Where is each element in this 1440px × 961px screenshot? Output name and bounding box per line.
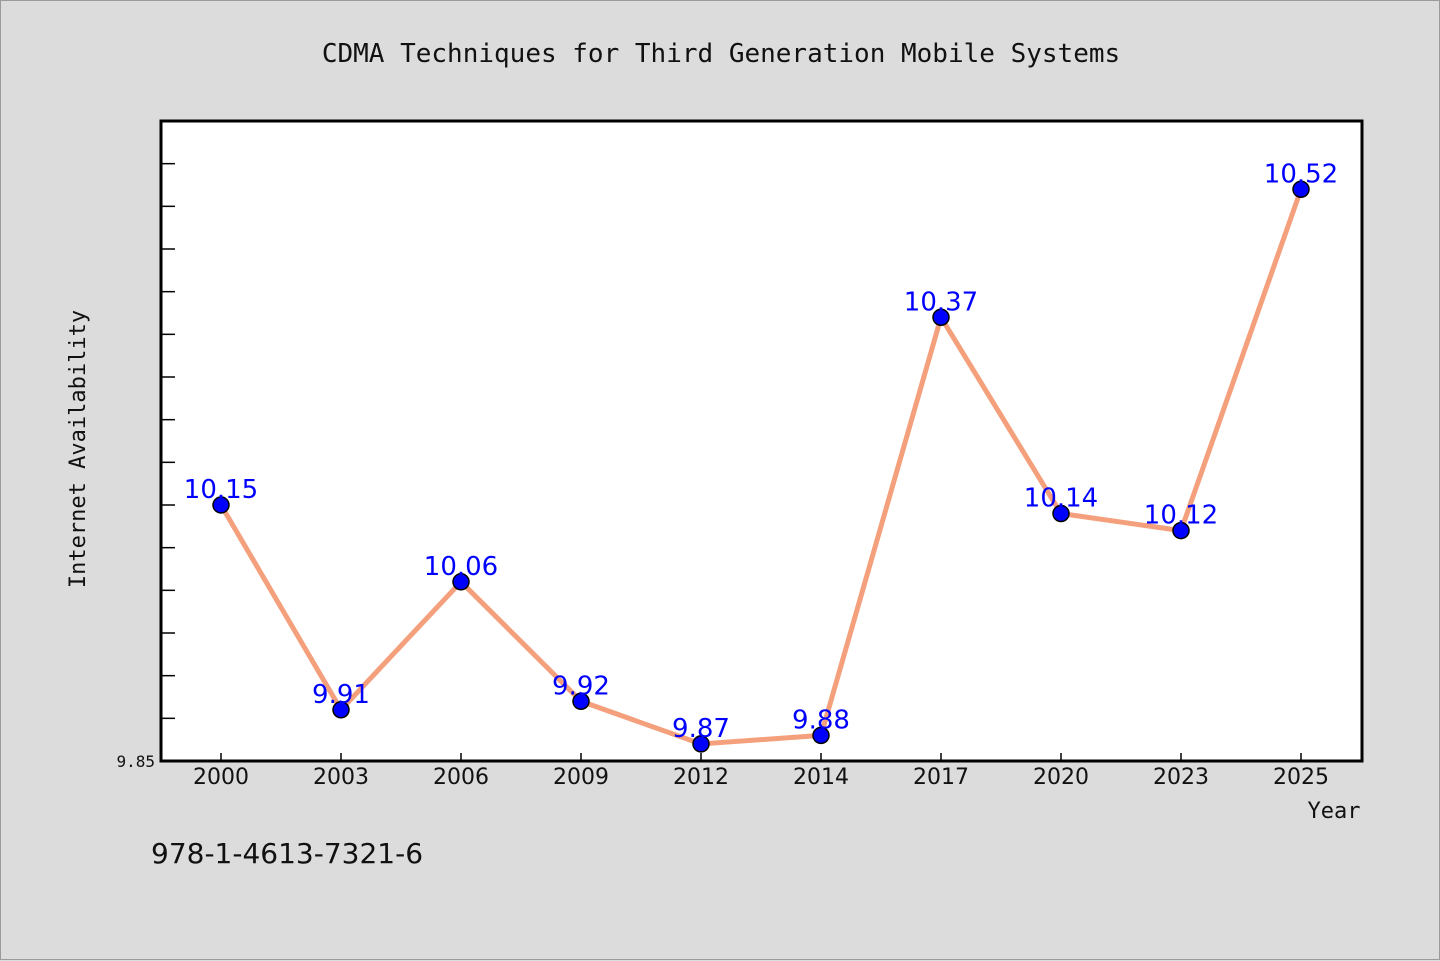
- x-tick-label: 2000: [193, 765, 249, 790]
- data-label: 10.14: [1024, 484, 1098, 514]
- series-group: [212, 180, 1310, 753]
- data-label: 9.87: [672, 714, 730, 744]
- x-tick-label: 2014: [793, 765, 849, 790]
- plot-area: [159, 119, 1364, 763]
- y-axis-label: Internet Availability: [66, 310, 91, 588]
- y-axis-ticks: 9.85: [116, 162, 175, 771]
- data-label: 10.12: [1144, 501, 1218, 531]
- series-line: [218, 188, 1304, 747]
- y-tick-label: 9.85: [116, 752, 155, 771]
- data-labels: 10.15 9.91 10.06 9.92 9.87 9.88 10.37 10.14 10.1…: [184, 159, 1338, 744]
- data-point: [572, 692, 590, 711]
- data-point: [1292, 180, 1310, 199]
- data-point: [332, 701, 350, 719]
- x-tick-label: 2003: [313, 765, 369, 790]
- x-axis-ticks: 2000 2003 2006 2009 2012 2014 2017 2020 2023 2025: [193, 753, 1329, 790]
- x-tick-label: 2020: [1033, 765, 1089, 790]
- x-tick-label: 2009: [553, 765, 609, 790]
- x-tick-label: 2012: [673, 765, 729, 790]
- data-label: 10.06: [424, 552, 498, 582]
- chart-title: CDMA Techniques for Third Generation Mob…: [322, 39, 1120, 69]
- data-label: 9.88: [792, 705, 850, 735]
- data-point: [932, 308, 950, 327]
- x-tick-label: 2017: [913, 765, 969, 790]
- data-label: 10.37: [904, 287, 978, 317]
- data-point: [1172, 521, 1190, 540]
- data-label: 10.15: [184, 475, 258, 505]
- data-point: [812, 726, 830, 745]
- x-axis-label: Year: [1308, 799, 1361, 824]
- data-point: [212, 496, 230, 514]
- isbn-footer: 978-1-4613-7321-6: [151, 837, 423, 870]
- data-label: 9.91: [312, 680, 370, 710]
- x-tick-label: 2023: [1153, 765, 1209, 790]
- data-point: [692, 735, 710, 753]
- x-tick-label: 2006: [433, 765, 489, 790]
- data-point: [452, 573, 470, 591]
- data-label: 9.92: [552, 671, 610, 701]
- x-tick-label: 2025: [1273, 765, 1329, 790]
- data-label: 10.52: [1264, 159, 1338, 189]
- data-point: [1052, 504, 1070, 523]
